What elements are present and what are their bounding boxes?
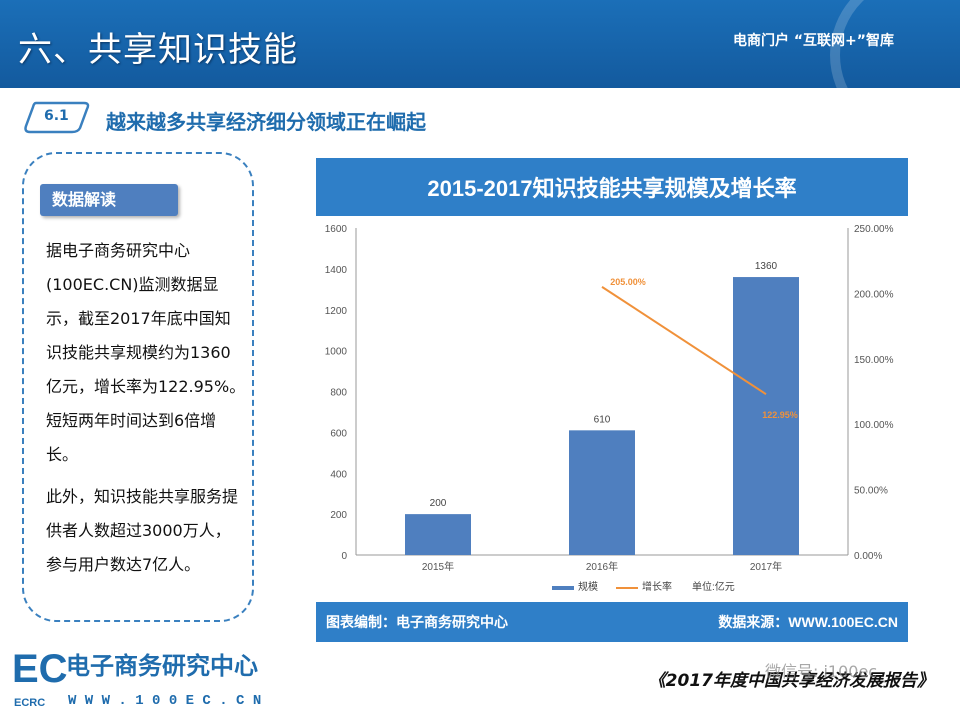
- y-tick-label: 1200: [325, 306, 348, 317]
- section-badge: [24, 101, 90, 134]
- page-title: 六、共享知识技能: [18, 30, 298, 70]
- section-title: 越来越多共享经济细分领域正在崛起: [106, 110, 426, 134]
- bar: [405, 514, 471, 555]
- chart-title-banner: [316, 158, 908, 216]
- panel-label: 数据解读: [40, 184, 178, 216]
- bar-data-label: 200: [430, 498, 447, 509]
- legend-label-bar: 规模: [578, 580, 598, 593]
- legend-swatch-bar: [552, 586, 574, 590]
- bar-data-label: 610: [594, 414, 611, 425]
- logo-sub: ECRC: [14, 697, 45, 709]
- section-number: 6.1: [44, 108, 69, 124]
- paragraph-users: 此外，知识技能共享服务提供者人数超过3000万人，参与用户数达7亿人。: [46, 487, 239, 574]
- data-interpretation-panel: 数据解读 据电子商务研究中心(100EC.CN)监测数据显示，截至2017年底中…: [22, 152, 254, 622]
- y2-tick-label: 50.00%: [854, 486, 888, 497]
- growth-rate-line: [601, 286, 767, 396]
- line-data-label: 205.00%: [610, 277, 646, 287]
- bar: [733, 277, 799, 555]
- legend-unit: 单位:亿元: [692, 580, 735, 593]
- wechat-watermark: 微信号: i100ec: [765, 662, 878, 681]
- y-tick-label: 1400: [325, 265, 348, 276]
- ecrc-logo: EC ECRC 电子商务研究中心 W W W . 1 0 0 E C . C N: [12, 647, 261, 709]
- x-tick-label: 2015年: [422, 560, 454, 573]
- y-tick-label: 1600: [325, 224, 348, 235]
- logo-mark: EC: [12, 647, 68, 691]
- y-tick-label: 0: [341, 551, 347, 562]
- y2-tick-label: 250.00%: [854, 224, 894, 235]
- y-tick-label: 600: [330, 428, 347, 439]
- decorative-swirl: [830, 0, 960, 140]
- y2-tick-label: 200.00%: [854, 289, 894, 300]
- header-bar: 六、共享知识技能 电商门户 “互联网+”智库: [0, 0, 960, 140]
- y-tick-label: 400: [330, 469, 347, 480]
- paragraph-market-size: 据电子商务研究中心(100EC.CN)监测数据显示，截至2017年底中国知识技能…: [46, 241, 246, 464]
- chart-source: 数据来源：WWW.100EC.CN: [718, 614, 898, 630]
- y2-tick-label: 150.00%: [854, 355, 894, 366]
- combo-chart: 2015-2017知识技能共享规模及增长率 0 200 400 600 800 1000 1…: [316, 158, 908, 642]
- brand-tagline: 电商门户 “互联网+”智库: [732, 33, 894, 49]
- y-tick-label: 1000: [325, 347, 348, 358]
- chart-source-banner: [316, 602, 908, 642]
- chart-container: 2015-2017知识技能共享规模及增长率 0 200 400 600 800 1000 1…: [316, 158, 908, 644]
- report-title: 《2017年度中国共享经济发展报告》: [648, 671, 934, 691]
- bar: [569, 430, 635, 555]
- footer-logo: EC ECRC 电子商务研究中心 W W W . 1 0 0 E C . C N: [10, 642, 270, 714]
- chart-title: 2015-2017知识技能共享规模及增长率: [427, 176, 796, 201]
- bar-data-label: 1360: [755, 261, 778, 272]
- org-name: 电子商务研究中心: [66, 652, 258, 680]
- x-tick-label: 2017年: [750, 560, 782, 573]
- y2-tick-label: 0.00%: [854, 551, 882, 562]
- y2-tick-label: 100.00%: [854, 420, 894, 431]
- y-tick-label: 800: [330, 388, 347, 399]
- y-tick-label: 200: [330, 510, 347, 521]
- chart-compiler: 图表编制：电子商务研究中心: [326, 614, 508, 630]
- line-data-label: 122.95%: [762, 410, 798, 420]
- x-tick-label: 2016年: [586, 560, 618, 573]
- legend-label-line: 增长率: [642, 580, 672, 593]
- org-url: W W W . 1 0 0 E C . C N: [68, 693, 261, 709]
- panel-text: 据电子商务研究中心(100EC.CN)监测数据显示，截至2017年底中国知识技能…: [46, 234, 246, 590]
